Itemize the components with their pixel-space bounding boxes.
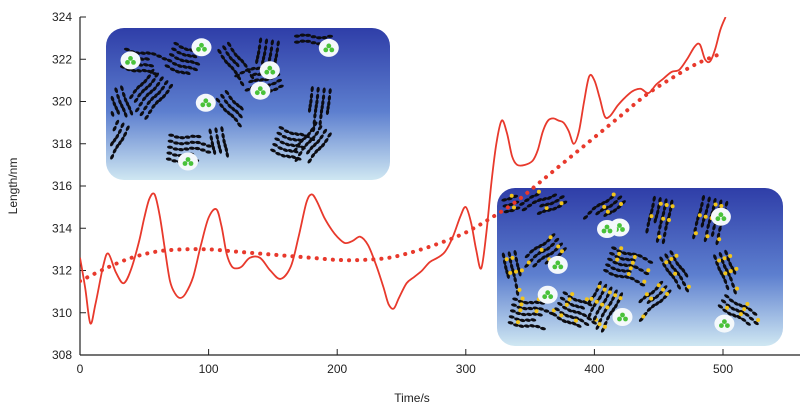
x-axis-title: Time/s	[394, 391, 430, 405]
y-tick-label: 324	[52, 10, 72, 24]
y-axis-title: Length/nm	[6, 158, 20, 215]
y-tick-label: 310	[52, 306, 72, 320]
y-tick-label: 322	[52, 52, 72, 66]
series-line-measured	[80, 17, 727, 325]
x-tick-label: 0	[77, 362, 84, 376]
y-tick-label: 314	[52, 221, 72, 235]
x-tick-label: 300	[456, 362, 476, 376]
inset-illustration-after	[497, 188, 783, 346]
x-tick-label: 100	[199, 362, 219, 376]
y-tick-label: 316	[52, 179, 72, 193]
y-tick-label: 312	[52, 264, 72, 278]
x-tick-label: 400	[584, 362, 604, 376]
y-ticks: 308 310 312 314 316 318 320 322 324	[52, 10, 86, 362]
axes: 0 100 200 300 400 500 308 310 312 314 316 318 320 32…	[52, 10, 800, 376]
inset-illustration-before	[106, 28, 390, 180]
y-tick-label: 320	[52, 95, 72, 109]
y-tick-label: 308	[52, 348, 72, 362]
x-tick-label: 200	[327, 362, 347, 376]
x-ticks: 0 100 200 300 400 500	[77, 349, 733, 376]
y-tick-label: 318	[52, 137, 72, 151]
x-tick-label: 500	[713, 362, 733, 376]
